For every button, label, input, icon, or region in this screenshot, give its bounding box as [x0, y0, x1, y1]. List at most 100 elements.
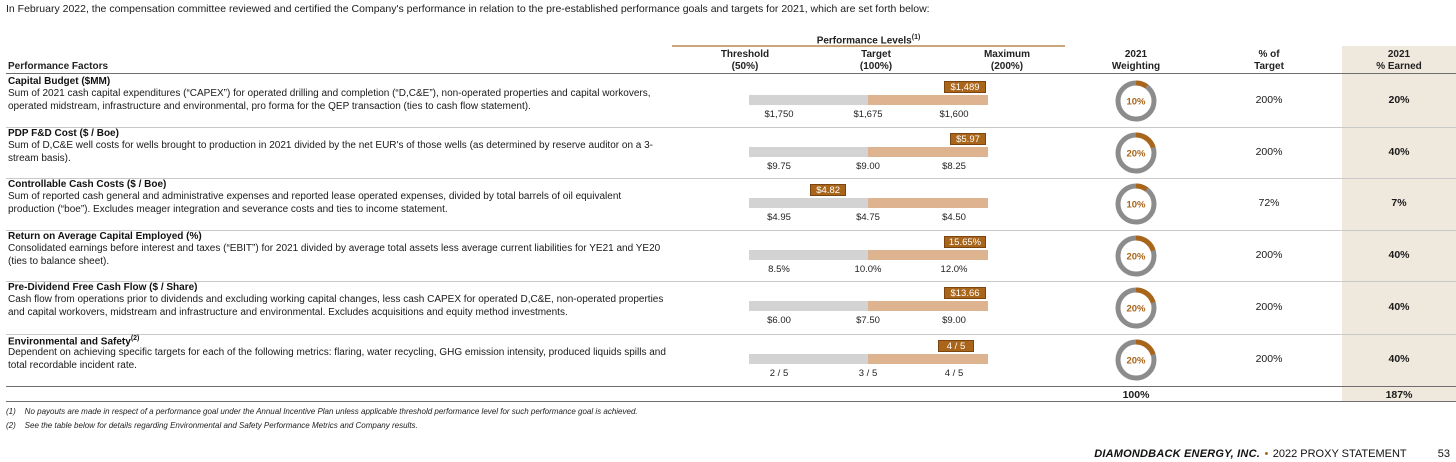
- pct-of-label: % of: [1258, 49, 1280, 60]
- pct-of-target-value: 200%: [1255, 300, 1283, 313]
- row-divider: [6, 334, 1456, 335]
- weighting-donut: 10%: [1113, 181, 1159, 227]
- donut-arc: [1115, 287, 1157, 328]
- weighting-donut-chart: 10%: [1115, 80, 1157, 122]
- row-title: Controllable Cash Costs ($ / Boe): [8, 179, 166, 190]
- donut-center: [1122, 138, 1150, 167]
- target-value: $7.50: [856, 315, 880, 326]
- maximum-label: Maximum: [983, 49, 1031, 60]
- footnote-1-mark: (1): [6, 407, 16, 416]
- performance-bar-above-target: [868, 95, 988, 105]
- pct-target-label: Target: [1254, 61, 1284, 72]
- maximum-value: 12.0%: [940, 264, 968, 275]
- weighting-label: Weighting: [1111, 61, 1161, 72]
- totals-rule: [6, 386, 1456, 387]
- row-title-footnote-mark: (2): [130, 335, 140, 342]
- target-value: 10.0%: [854, 264, 882, 275]
- bottom-rule: [6, 401, 1456, 402]
- target-label: Target: [861, 49, 891, 60]
- row-description: Cash flow from operations prior to divid…: [8, 294, 664, 318]
- performance-bar-below-target: [749, 198, 868, 208]
- row-divider: [6, 127, 1456, 128]
- row-description: Sum of reported cash general and adminis…: [8, 191, 622, 215]
- row-description: Consolidated earnings before interest an…: [8, 243, 661, 267]
- footnote-2-text: See the table below for details regardin…: [24, 421, 418, 430]
- row-title-text: PDP F&D Cost ($ / Boe): [8, 128, 119, 139]
- row-description: Sum of 2021 cash capital expenditures (“…: [8, 88, 651, 112]
- donut-center: [1122, 190, 1150, 218]
- row-divider: [6, 178, 1456, 179]
- total-weighting: 100%: [1122, 389, 1150, 401]
- target-header: Target (100%): [836, 49, 916, 73]
- weighting-donut: 20%: [1113, 233, 1159, 279]
- threshold-label: Threshold: [720, 49, 770, 60]
- threshold-value: 2 / 5: [769, 368, 789, 379]
- performance-bar-above-target: [868, 198, 988, 208]
- maximum-value: $9.00: [942, 315, 966, 326]
- target-value: 3 / 5: [858, 368, 878, 379]
- total-earned: 187%: [1385, 389, 1413, 401]
- intro-text: In February 2022, the compensation commi…: [6, 3, 930, 15]
- actual-result-badge: $13.66: [944, 287, 986, 299]
- row-title: Pre-Dividend Free Cash Flow ($ / Share): [8, 282, 198, 293]
- earned-header: 2021 % Earned: [1342, 49, 1456, 73]
- maximum-value: $8.25: [942, 161, 966, 172]
- row-title-text: Capital Budget ($MM): [8, 76, 111, 87]
- weighting-donut-chart: 20%: [1115, 235, 1157, 276]
- pct-of-target-value: 200%: [1255, 145, 1283, 158]
- donut-arc: [1115, 132, 1157, 173]
- donut-center: [1122, 241, 1150, 270]
- actual-result-badge: $1,489: [944, 81, 986, 93]
- earned-value: 40%: [1388, 353, 1410, 365]
- weighting-donut-chart: 20%: [1115, 287, 1157, 328]
- actual-result-badge: $4.82: [810, 184, 847, 196]
- footnote-1-text: No payouts are made in respect of a perf…: [24, 407, 638, 416]
- pct-of-target-value: 200%: [1255, 353, 1283, 365]
- row-title-text: Pre-Dividend Free Cash Flow ($ / Share): [8, 282, 198, 293]
- performance-bar-below-target: [749, 354, 868, 364]
- row-title: PDP F&D Cost ($ / Boe): [8, 128, 119, 139]
- weighting-header: 2021 Weighting: [1096, 49, 1176, 73]
- footnote-2-mark: (2): [6, 421, 16, 430]
- row-title: Capital Budget ($MM): [8, 76, 110, 87]
- weighting-donut-chart: 10%: [1115, 183, 1157, 225]
- performance-levels-underline: [672, 45, 1065, 47]
- earned-label: % Earned: [1376, 61, 1422, 72]
- performance-levels-footnote-mark: (1): [911, 34, 921, 41]
- threshold-value: $4.95: [767, 212, 791, 223]
- maximum-header: Maximum (200%): [967, 49, 1047, 73]
- row-title-text: Return on Average Capital Employed (%): [8, 231, 202, 242]
- threshold-value: $1,750: [764, 109, 794, 120]
- target-value: $4.75: [856, 212, 880, 223]
- weighting-donut-chart: 20%: [1115, 339, 1157, 381]
- donut-arc: [1115, 80, 1157, 122]
- row-divider: [6, 230, 1456, 231]
- donut-label: 20%: [1126, 356, 1146, 367]
- earned-value: 40%: [1388, 145, 1410, 158]
- donut-center: [1122, 346, 1150, 374]
- target-value: $9.00: [856, 161, 880, 172]
- performance-factors-header: Performance Factors: [8, 61, 109, 72]
- footer-brand: DIAMONDBACK ENERGY, INC.: [1094, 448, 1260, 460]
- footer-separator: •: [1264, 448, 1269, 460]
- row-title: Return on Average Capital Employed (%): [8, 231, 202, 242]
- threshold-value: 8.5%: [768, 264, 790, 275]
- earned-value: 20%: [1388, 94, 1410, 106]
- target-value: $1,675: [853, 109, 883, 120]
- pct-of-target-value: 200%: [1255, 94, 1283, 106]
- donut-label: 10%: [1126, 200, 1146, 211]
- page-footer: DIAMONDBACK ENERGY, INC. • 2022 PROXY ST…: [1094, 444, 1450, 462]
- weighting-donut-chart: 20%: [1115, 132, 1157, 173]
- row-title: Environmental and Safety(2): [8, 335, 139, 347]
- weighting-donut: 20%: [1113, 130, 1159, 176]
- threshold-pct: (50%): [731, 61, 759, 72]
- pct-of-target-header: % of Target: [1229, 49, 1309, 73]
- footnote-2: (2) See the table below for details rega…: [6, 421, 418, 430]
- performance-bar-above-target: [868, 147, 988, 157]
- donut-center: [1122, 293, 1150, 322]
- threshold-header: Threshold (50%): [705, 49, 785, 73]
- weighting-donut: 20%: [1113, 285, 1159, 331]
- donut-label: 10%: [1126, 97, 1146, 108]
- actual-result-badge: 4 / 5: [938, 340, 974, 352]
- earned-value: 40%: [1388, 300, 1410, 313]
